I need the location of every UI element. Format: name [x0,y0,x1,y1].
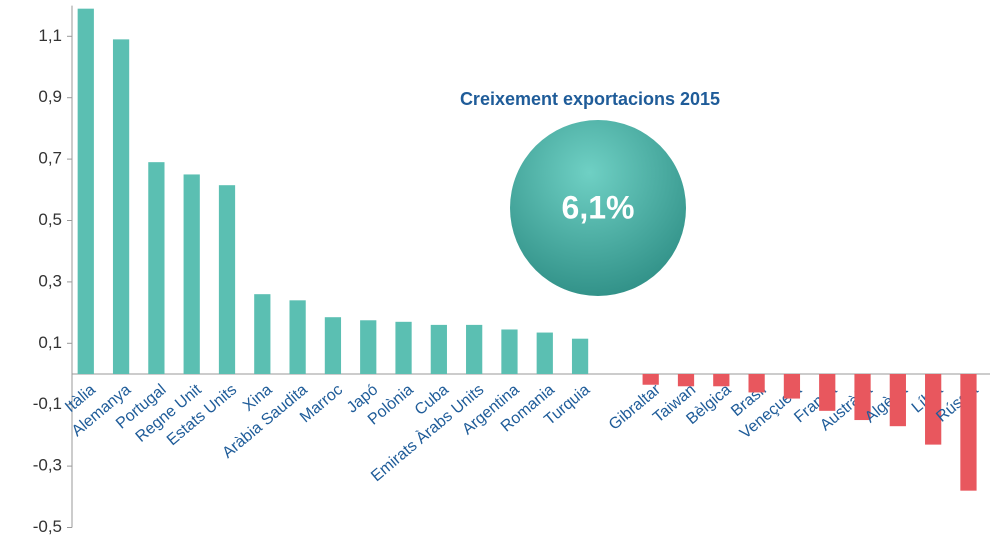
bar [889,374,906,427]
y-tick-label: 0,1 [38,333,62,352]
y-tick-label: 0,5 [38,210,62,229]
highlight-value: 6,1% [562,189,635,225]
bar [501,329,518,374]
bar [960,374,977,491]
bar [289,300,306,374]
bar [77,8,94,374]
y-tick-label: 0,3 [38,271,62,290]
bar [395,321,412,374]
bar [112,39,130,375]
bar [148,162,165,374]
bar [677,374,695,387]
bar [218,185,236,374]
y-tick-label: -0,3 [33,456,62,475]
bar [466,324,483,374]
x-tick-label: Gibraltar [606,381,664,434]
y-tick-label: -0,5 [33,517,62,536]
bar [360,320,377,374]
bar [925,374,942,445]
y-tick-label: 0,9 [38,87,62,106]
bar [430,324,447,374]
bar [819,374,836,411]
y-tick-label: 0,7 [38,149,62,168]
bar [324,317,342,374]
bar [854,374,871,421]
highlight-circle [510,120,686,296]
annotation-title: Creixement exportacions 2015 [460,89,720,109]
bar [713,374,730,387]
bar [748,374,765,393]
bar [571,338,589,374]
bar [254,294,271,374]
y-tick-label: 1,1 [38,26,62,45]
bar [183,174,200,374]
bar [536,332,553,374]
y-tick-label: -0,1 [33,394,62,413]
bar [642,374,659,385]
bar [783,374,801,399]
